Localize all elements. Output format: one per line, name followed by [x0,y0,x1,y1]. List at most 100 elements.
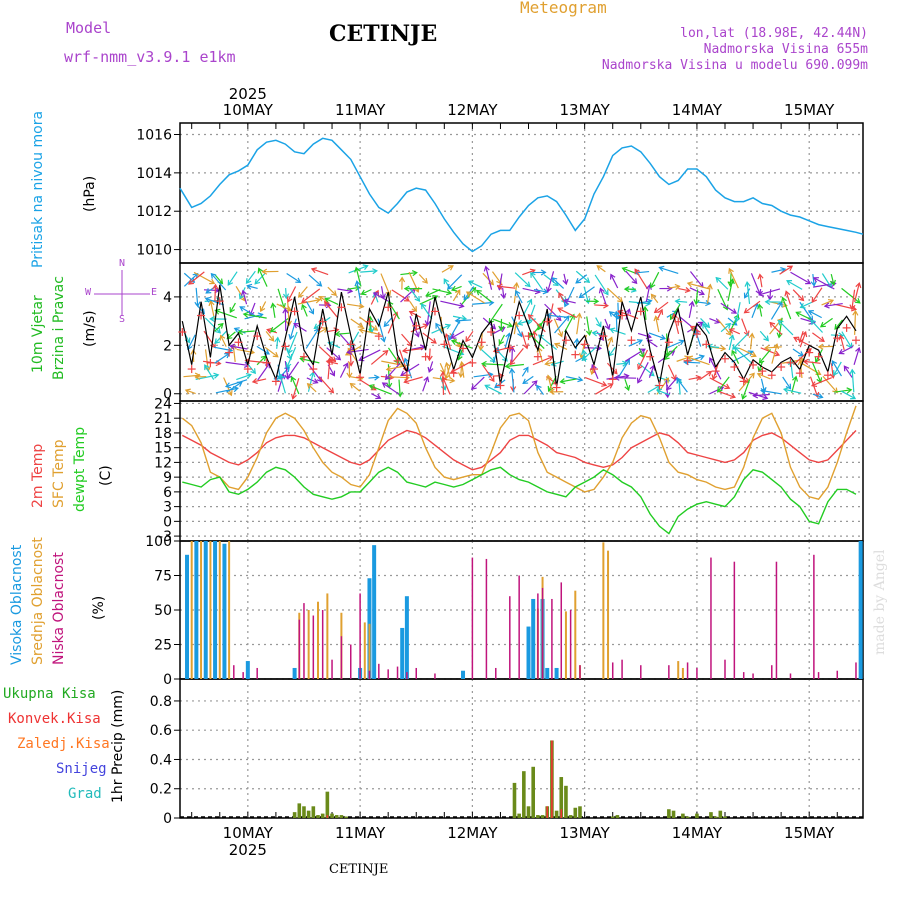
wind-arrow [225,379,248,388]
cloud-bar-2 [368,670,371,679]
wind-arrow-head [573,337,580,344]
wind-arrow-head [576,312,583,319]
wind-arrow-head [557,331,564,338]
cloud-bar-0 [185,554,190,679]
wind-arrow-head [372,268,379,275]
wind-arrow-head [646,298,653,305]
wind-arrow-head [722,304,729,311]
wind-arrow-head [443,278,450,285]
cloud-bar-2 [817,672,820,679]
cloud-bar-1 [677,661,680,679]
wind-arrow [504,333,510,349]
wind-arrow-head [733,346,740,353]
cloud-bar-0 [545,667,550,679]
wind-arrow [563,273,567,285]
wind-arrow-head [674,283,681,291]
wind-arrow [741,318,749,336]
precip-total-bar [311,806,316,818]
footer-credit: made by Angel [872,549,888,656]
wind-arrow [400,363,420,376]
wind-arrow-head [257,267,264,274]
wind-arrow-head [242,311,249,318]
cloud-bar-2 [359,593,361,679]
wind-arrow-head [695,374,702,381]
wind-arrow [659,266,679,274]
wind-arrow [727,317,738,326]
precip-total-bar [330,813,334,818]
wind-arrow [821,273,832,288]
wind-arrow-head [205,288,212,294]
wind-arrow-head [358,303,365,310]
y-tick-label: 0.2 [150,782,172,798]
wind-arrow-head [684,286,691,294]
wind-arrow-head [477,345,485,352]
cloud-bar-1 [317,601,320,679]
temp-2m-label: 2m Temp [30,443,46,508]
wind-arrow [625,270,638,284]
wind-arrow [383,317,393,327]
wind-arrow-head [398,276,406,283]
cloud-bar-2 [686,662,689,679]
y-tick-label: -3 [158,529,172,545]
y-tick-label: 4 [163,290,172,306]
wind-arrow-head [653,315,660,322]
cloud-bar-0 [404,596,409,679]
wind-arrow [505,363,524,368]
wind-arrow-head [411,306,417,313]
wind-arrow-head [385,365,392,372]
wind-arrow [769,322,783,335]
cloud-bar-2 [621,659,623,679]
wind-arrow-head [459,360,466,367]
wind-arrow [428,361,434,373]
wind-arrow-head [212,283,219,290]
wind-arrow-head [637,363,643,371]
wind-arrow [782,297,792,320]
wind-arrow-head [498,372,505,379]
wind-arrow [538,334,558,351]
wind-arrow [215,387,238,394]
wind-arrow-head [798,295,805,302]
wind-arrow [654,301,669,313]
wind-arrow-head [558,292,564,299]
wind-arrow-head [607,336,614,343]
wind-arrow [689,271,704,288]
precip-total-bar [578,806,582,818]
cloud-bar-1 [363,622,366,679]
wind-arrow [476,289,492,303]
cloud-bar-1 [681,667,684,679]
wind-arrow-head [237,328,244,336]
wind-arrow [243,313,267,319]
wind-arrow [482,272,494,285]
wind-arrow-head [807,310,814,316]
wind-arrow [831,360,843,377]
wind-arrow [727,279,734,302]
wind-arrow-head [229,307,236,314]
wind-arrow-head [184,388,191,395]
wind-arrow [382,382,400,395]
wind-arrow [702,323,710,335]
model-name: wrf-nmm_v3.9.1 e1km [64,48,236,66]
wind-arrow [409,301,417,312]
wind-arrow [607,337,613,348]
cloud-bar-2 [340,636,343,679]
wind-arrow [584,376,607,386]
wind-arrow [491,271,502,284]
precip-total-bar [297,803,302,818]
wind-arrow-head [463,294,470,301]
wind-arrow [457,349,463,360]
wind-arrow-head [698,354,705,361]
wind-arrow-head [297,291,304,298]
wind-arrow [468,280,483,289]
wind-arrow-head [457,372,465,378]
y-tick-label: 0 [163,387,172,403]
wind-arrow-head [454,289,461,296]
wind-arrow-head [229,343,236,350]
wind-arrow-head [744,280,751,287]
wind-arrow-head [793,336,800,343]
cloud-bar-2 [611,662,614,679]
wind-speed-line [181,284,857,387]
wind-arrow-head [483,265,490,272]
wind-arrow-head [688,300,695,307]
wind-arrow-head [724,383,731,390]
wind-arrow-head [354,266,361,273]
